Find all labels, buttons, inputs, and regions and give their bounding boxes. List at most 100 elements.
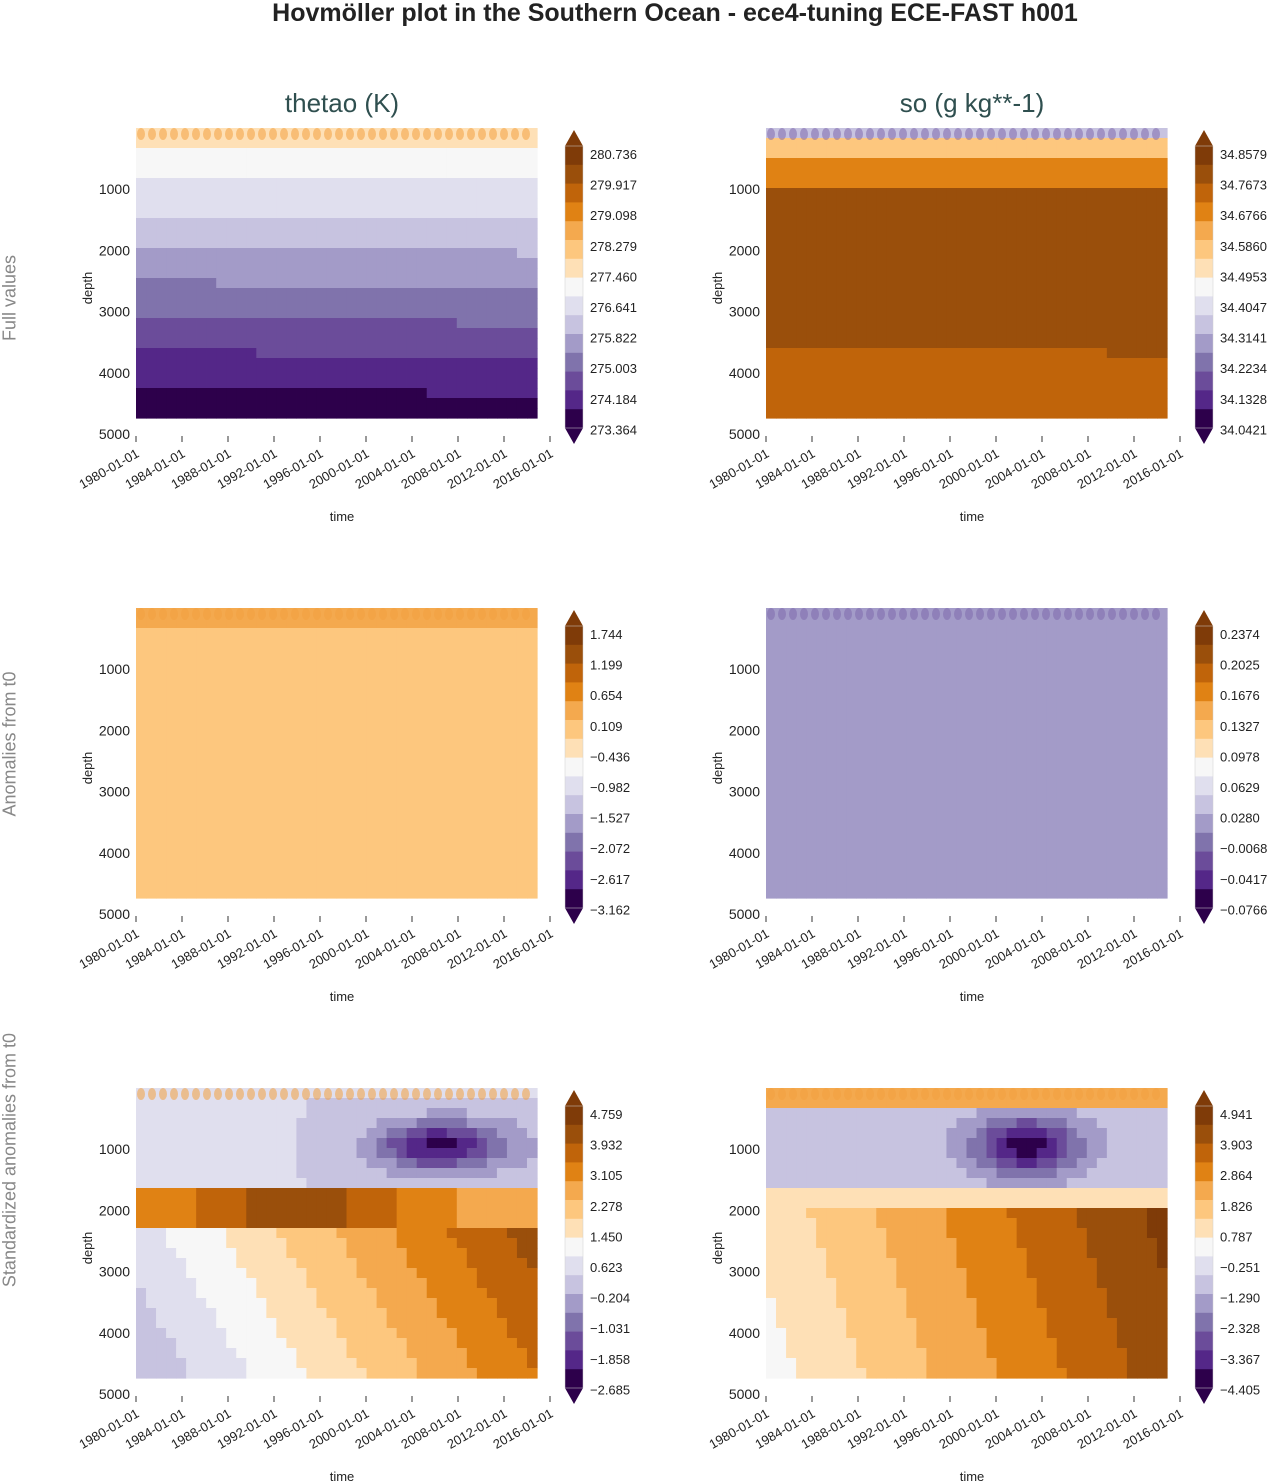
heatmap-cell: [956, 188, 968, 199]
heatmap-cell: [926, 608, 938, 619]
heatmap-cell: [286, 818, 298, 829]
heatmap-cell: [496, 348, 508, 359]
heatmap-cell: [486, 328, 498, 339]
heatmap-cell: [156, 148, 167, 159]
heatmap-cell: [1096, 868, 1108, 879]
heatmap-cell: [906, 298, 917, 309]
heatmap-cell: [1076, 858, 1088, 869]
heatmap-cell: [796, 348, 807, 359]
heatmap-cell: [166, 718, 177, 729]
heatmap-cell: [436, 228, 448, 239]
heatmap-cell: [846, 878, 857, 889]
heatmap-cell: [176, 778, 187, 789]
heatmap-cell: [396, 288, 408, 299]
heatmap-cell: [306, 348, 318, 359]
heatmap-cell: [816, 818, 827, 829]
heatmap-cell: [316, 848, 328, 859]
heatmap-cell: [796, 188, 807, 199]
heatmap-cell: [136, 738, 147, 749]
heatmap-cell: [416, 778, 428, 789]
heatmap-cell: [806, 778, 817, 789]
seasonal-cycle-mark: [159, 608, 167, 620]
heatmap-cell: [366, 328, 378, 339]
heatmap-cell: [1066, 878, 1078, 889]
heatmap-cell: [136, 788, 147, 799]
heatmap-cell: [796, 328, 807, 339]
heatmap-cell: [1016, 868, 1028, 879]
heatmap-cell: [356, 758, 368, 769]
heatmap-cell: [256, 398, 267, 409]
heatmap-cell: [1126, 778, 1138, 789]
heatmap-cell: [316, 618, 328, 629]
colorbar-tick-label: −1.527: [590, 811, 630, 826]
heatmap-cell: [206, 398, 217, 409]
colorbar-tick-label: 1.199: [590, 658, 623, 673]
heatmap-cell: [806, 688, 817, 699]
heatmap-cell: [326, 308, 338, 319]
heatmap-cell: [1046, 188, 1058, 199]
heatmap-cell: [846, 238, 857, 249]
heatmap-cell: [496, 728, 508, 739]
heatmap-cell: [946, 298, 958, 309]
heatmap-cell: [836, 778, 847, 789]
heatmap-cell: [266, 198, 277, 209]
heatmap-cell: [466, 768, 478, 779]
heatmap-cell: [796, 238, 807, 249]
heatmap-cell: [1026, 178, 1038, 189]
heatmap-cell: [876, 738, 887, 749]
seasonal-cycle-mark: [269, 608, 277, 620]
heatmap-cell: [356, 678, 368, 689]
heatmap-cell: [906, 288, 917, 299]
heatmap-cell: [506, 798, 518, 809]
heatmap-cell: [506, 298, 518, 309]
seasonal-cycle-mark: [1053, 608, 1061, 620]
heatmap-cell: [356, 218, 368, 229]
heatmap-cell: [1066, 238, 1078, 249]
heatmap-cell: [296, 608, 308, 619]
heatmap-cell: [1026, 328, 1038, 339]
heatmap-cell: [516, 628, 528, 639]
heatmap-cell: [526, 758, 538, 769]
heatmap-cell: [136, 288, 147, 299]
heatmap-cell: [446, 848, 458, 859]
heatmap-cell: [436, 708, 448, 719]
heatmap-cell: [896, 668, 907, 679]
heatmap-cell: [506, 188, 518, 199]
heatmap-cell: [166, 408, 177, 419]
heatmap-cell: [766, 208, 777, 219]
heatmap-cell: [196, 808, 207, 819]
heatmap-cell: [766, 698, 777, 709]
heatmap-cell: [306, 158, 318, 169]
heatmap-cell: [866, 748, 877, 759]
heatmap-cell: [1006, 888, 1018, 899]
heatmap-cell: [216, 148, 227, 159]
heatmap-cell: [476, 168, 488, 179]
heatmap-cell: [336, 358, 348, 369]
heatmap-cell: [876, 688, 887, 699]
heatmap-cell: [316, 328, 328, 339]
heatmap-cell: [936, 258, 948, 269]
heatmap-cell: [766, 368, 777, 379]
heatmap-cell: [876, 678, 887, 689]
heatmap-cell: [306, 128, 318, 139]
heatmap-cell: [406, 668, 418, 679]
heatmap-cell: [966, 408, 978, 419]
heatmap-cell: [376, 158, 388, 169]
heatmap-cell: [526, 368, 538, 379]
heatmap-cell: [906, 688, 917, 699]
heatmap-cell: [1066, 838, 1078, 849]
heatmap-cell: [376, 838, 388, 849]
heatmap-cell: [876, 888, 887, 899]
heatmap-cell: [776, 788, 787, 799]
heatmap-cell: [426, 718, 438, 729]
heatmap-cell: [886, 158, 897, 169]
heatmap-cell: [1016, 298, 1028, 309]
heatmap-cell: [136, 778, 147, 789]
y-tick-label: 1000: [729, 661, 760, 677]
heatmap-cell: [356, 798, 368, 809]
heatmap-cell: [176, 788, 187, 799]
seasonal-cycle-mark: [236, 128, 244, 140]
heatmap-cell: [866, 808, 877, 819]
heatmap-cell: [246, 678, 257, 689]
heatmap-cell: [1046, 838, 1058, 849]
